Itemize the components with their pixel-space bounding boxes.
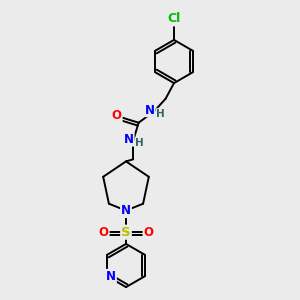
Text: S: S bbox=[121, 226, 131, 239]
Text: N: N bbox=[145, 103, 155, 117]
Text: N: N bbox=[124, 133, 134, 146]
Text: O: O bbox=[98, 226, 109, 239]
Text: Cl: Cl bbox=[167, 12, 181, 26]
Text: N: N bbox=[106, 270, 116, 283]
Text: H: H bbox=[156, 109, 165, 119]
Text: H: H bbox=[135, 138, 144, 148]
Text: N: N bbox=[121, 204, 131, 217]
Text: O: O bbox=[112, 109, 122, 122]
Text: O: O bbox=[143, 226, 154, 239]
